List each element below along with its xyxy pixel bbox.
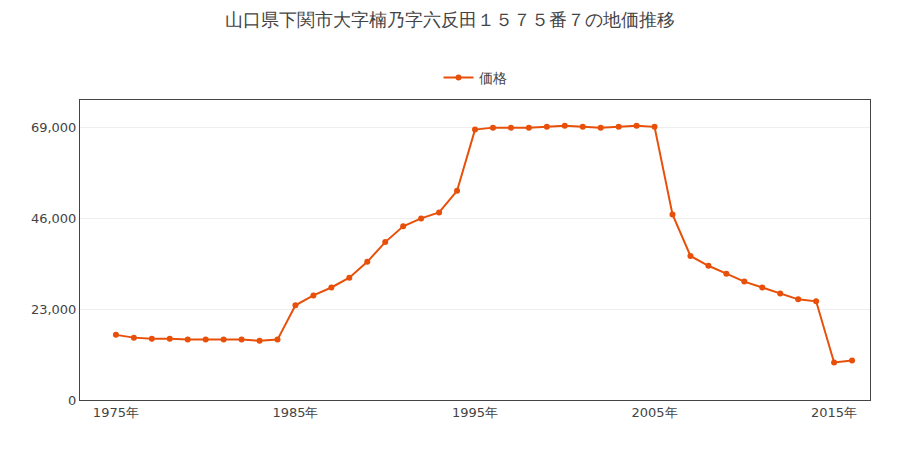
- svg-text:1985年: 1985年: [272, 405, 318, 420]
- svg-text:2015年: 2015年: [811, 405, 857, 420]
- svg-text:46,000: 46,000: [31, 211, 77, 226]
- svg-text:69,000: 69,000: [31, 120, 77, 135]
- svg-text:2005年: 2005年: [632, 405, 678, 420]
- svg-text:0: 0: [68, 393, 76, 408]
- svg-text:価格: 価格: [479, 70, 507, 86]
- svg-text:23,000: 23,000: [31, 302, 77, 317]
- svg-text:1975年: 1975年: [93, 405, 139, 420]
- svg-text:1995年: 1995年: [452, 405, 498, 420]
- svg-text:山口県下関市大字楠乃字六反田１５７５番７の地価推移: 山口県下関市大字楠乃字六反田１５７５番７の地価推移: [225, 9, 675, 30]
